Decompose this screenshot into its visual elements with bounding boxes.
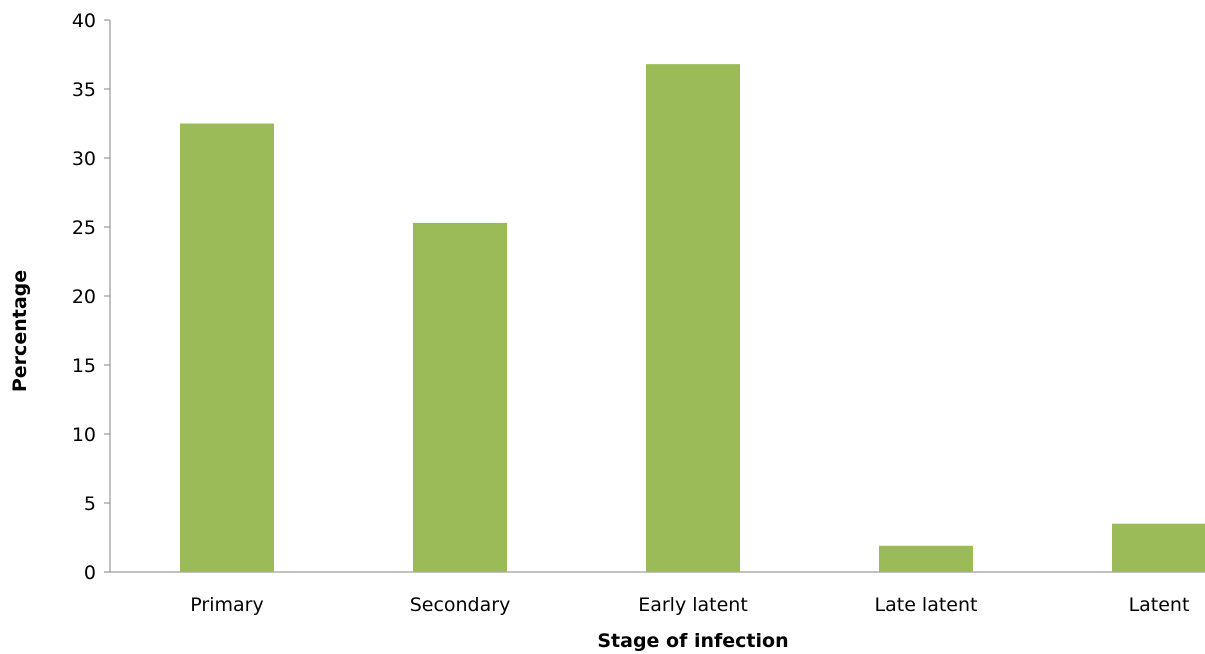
y-axis: 0 5 10 15 20 25 30 35 40 [72, 10, 111, 584]
bar-latent [1112, 523, 1205, 572]
x-tick-label: Late latent [875, 594, 978, 616]
y-tick-label: 5 [84, 493, 96, 515]
y-ticks: 0 5 10 15 20 25 30 35 40 [72, 10, 110, 584]
x-tick-label: Primary [190, 594, 263, 616]
y-tick-label: 10 [72, 424, 96, 446]
bar-early-latent [646, 64, 740, 572]
y-axis-title: Percentage [9, 270, 31, 392]
x-axis: Primary Secondary Early latent Late latent L… [110, 571, 1205, 616]
bars [180, 64, 1205, 573]
bar-primary [180, 123, 274, 572]
y-tick-label: 35 [72, 79, 96, 101]
y-tick-label: 15 [72, 355, 96, 377]
y-tick-label: 25 [72, 217, 96, 239]
x-ticks: Primary Secondary Early latent Late latent L… [190, 594, 1189, 616]
y-tick-label: 30 [72, 148, 96, 170]
bar-late-latent [879, 545, 973, 572]
x-tick-label: Latent [1129, 594, 1190, 616]
x-tick-label: Early latent [638, 594, 748, 616]
bar-secondary [413, 222, 507, 573]
x-axis-title: Stage of infection [597, 630, 788, 652]
x-tick-label: Secondary [410, 594, 511, 616]
y-tick-label: 40 [72, 10, 96, 32]
y-tick-label: 20 [72, 286, 96, 308]
y-tick-label: 0 [84, 562, 96, 584]
